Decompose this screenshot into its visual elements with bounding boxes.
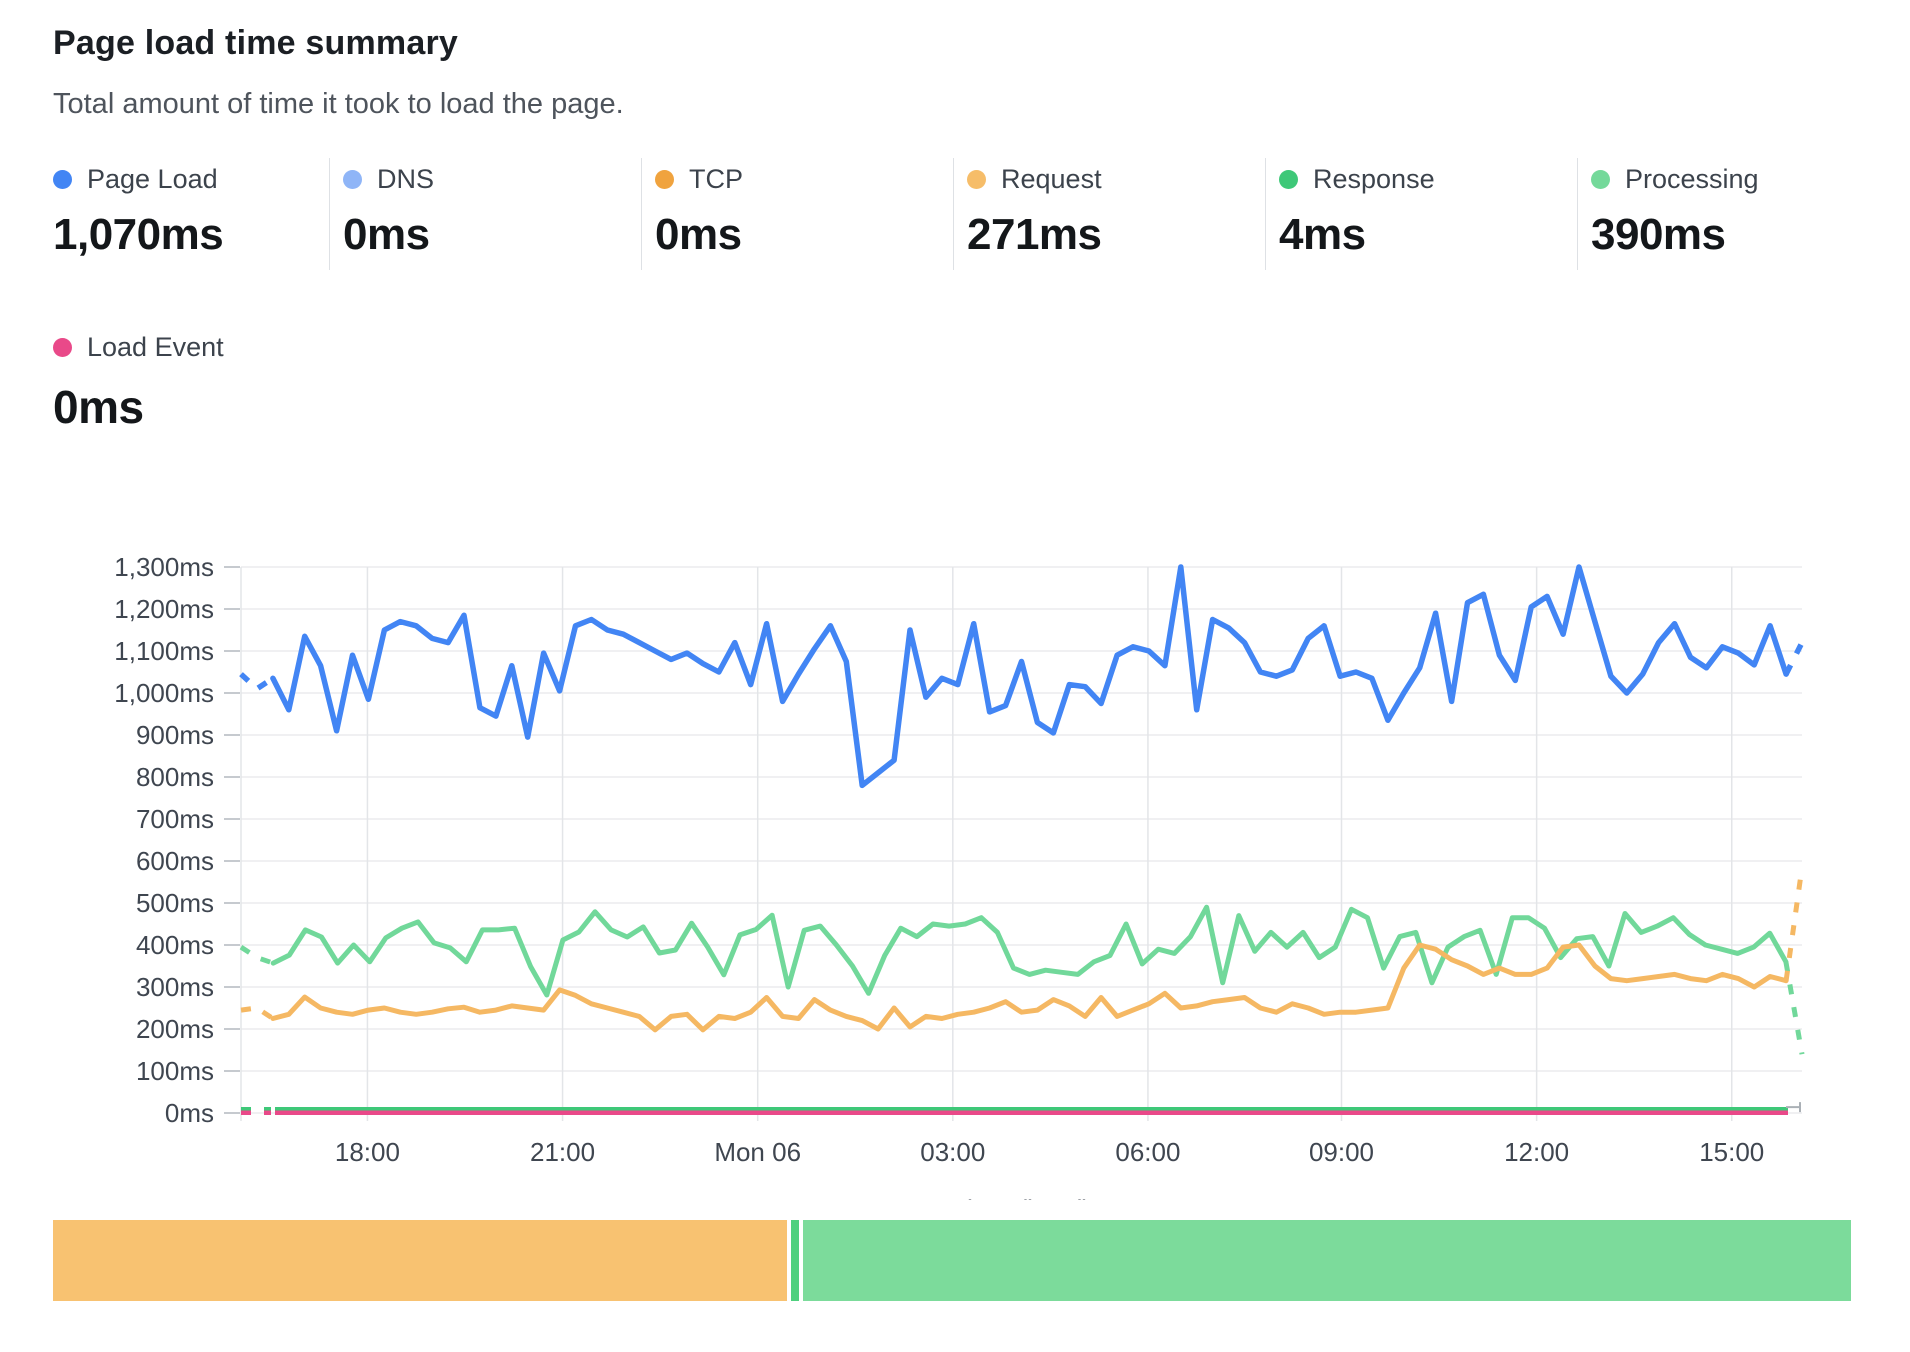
metric-value: 1,070ms [53,210,224,259]
svg-text:0ms: 0ms [165,1098,214,1128]
svg-text:200ms: 200ms [136,1014,214,1044]
metric-label: DNS [377,163,435,194]
page-load-legend-dot [53,169,72,189]
svg-text:800ms: 800ms [136,762,214,792]
svg-text:21:00: 21:00 [530,1137,595,1167]
svg-text:Time (local): Time (local) [951,1195,1091,1200]
svg-text:1,300ms: 1,300ms [114,552,214,582]
metric-value: 390ms [1591,210,1726,259]
metric-label: TCP [689,163,743,194]
range-segment-green[interactable] [803,1220,1852,1301]
svg-text:700ms: 700ms [136,804,214,834]
metric-value: 0ms [655,210,742,259]
svg-text:03:00: 03:00 [920,1137,985,1167]
metric-processing: Processing 390ms [1578,158,1890,270]
metric-value: 271ms [967,210,1102,259]
metric-value: 0ms [343,210,430,259]
chart-canvas[interactable]: 0ms 100ms 200ms 300ms 400ms 500ms 600ms 700ms 80… [0,540,1910,1200]
svg-text:500ms: 500ms [136,888,214,918]
svg-text:15:00: 15:00 [1699,1137,1764,1167]
metric-request: Request 271ms [954,158,1266,270]
range-segment-green-sliver[interactable] [791,1220,800,1301]
metric-page-load: Page Load 1,070ms [53,158,330,270]
metric-tcp: TCP 0ms [642,158,954,270]
svg-text:1,200ms: 1,200ms [114,594,214,624]
status-range-bar[interactable] [53,1220,1857,1301]
page-title: Page load time summary [53,24,458,62]
page-subtitle: Total amount of time it took to load the… [53,88,624,120]
svg-text:300ms: 300ms [136,972,214,1002]
load-time-line-chart[interactable]: 0ms 100ms 200ms 300ms 400ms 500ms 600ms 700ms 80… [0,540,1910,1200]
svg-text:1,100ms: 1,100ms [114,636,214,666]
processing-legend-dot [1591,169,1610,189]
metric-label: Response [1313,163,1435,194]
svg-text:06:00: 06:00 [1115,1137,1180,1167]
metric-label: Page Load [87,163,218,194]
metric-label: Processing [1625,163,1759,194]
metric-label: Request [1001,163,1102,194]
svg-text:12:00: 12:00 [1504,1137,1569,1167]
metric-label: Load Event [87,331,224,362]
dns-legend-dot [343,169,362,189]
metrics-summary-row: Page Load 1,070ms DNS 0ms TCP 0ms Reques… [53,158,1890,270]
response-legend-dot [1279,169,1298,189]
svg-text:400ms: 400ms [136,930,214,960]
svg-text:18:00: 18:00 [335,1137,400,1167]
svg-text:900ms: 900ms [136,720,214,750]
svg-text:100ms: 100ms [136,1056,214,1086]
metric-load-event: Load Event 0ms [53,330,224,434]
metric-value: 0ms [53,381,144,433]
metric-value: 4ms [1279,210,1366,259]
svg-text:600ms: 600ms [136,846,214,876]
tcp-legend-dot [655,169,674,189]
svg-text:1,000ms: 1,000ms [114,678,214,708]
metric-response: Response 4ms [1266,158,1578,270]
request-legend-dot [967,169,986,189]
load-event-legend-dot [53,337,72,357]
svg-text:Mon 06: Mon 06 [714,1137,801,1167]
svg-text:09:00: 09:00 [1309,1137,1374,1167]
range-segment-orange[interactable] [53,1220,788,1301]
metric-dns: DNS 0ms [330,158,642,270]
